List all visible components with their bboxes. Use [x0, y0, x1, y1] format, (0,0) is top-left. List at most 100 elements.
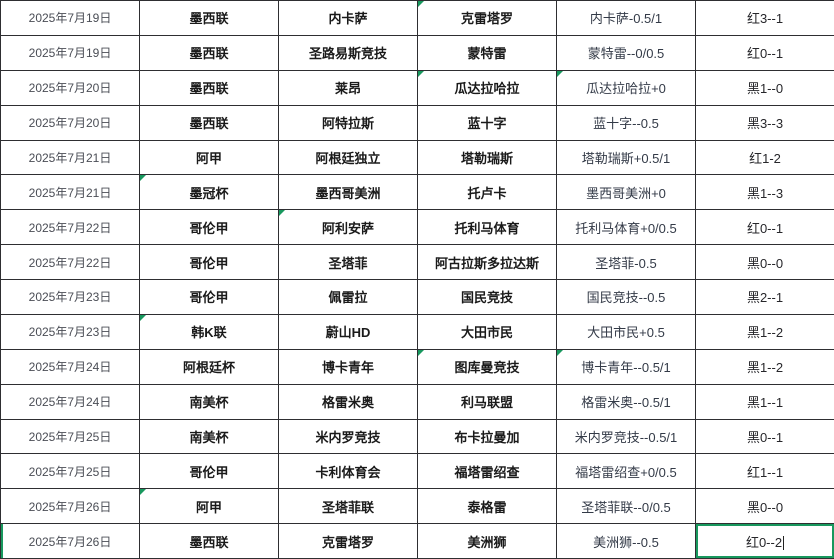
cell-league-name[interactable]: 韩K联 [139, 313, 279, 350]
cell-home-team[interactable]: 墨西哥美洲 [278, 174, 418, 211]
cell-league-name[interactable]: 阿甲 [139, 139, 279, 176]
cell-result[interactable]: 黑3--3 [695, 104, 834, 141]
cell-match-date[interactable]: 2025年7月23日 [0, 279, 140, 315]
cell-match-date[interactable]: 2025年7月21日 [0, 174, 140, 211]
cell-handicap-pick[interactable]: 瓜达拉哈拉+0 [556, 69, 696, 106]
cell-match-date[interactable]: 2025年7月24日 [0, 383, 140, 420]
cell-away-team[interactable]: 泰格雷 [417, 488, 557, 525]
cell-away-team[interactable]: 福塔雷绍查 [417, 453, 557, 490]
cell-away-team[interactable]: 阿古拉斯多拉达斯 [417, 244, 557, 280]
cell-away-team[interactable]: 托利马体育 [417, 209, 557, 246]
cell-result[interactable]: 红0--1 [695, 209, 834, 246]
cell-league-name[interactable]: 哥伦甲 [139, 209, 279, 246]
cell-away-team[interactable]: 蒙特雷 [417, 34, 557, 71]
cell-home-team[interactable]: 莱昂 [278, 69, 418, 106]
cell-result[interactable]: 黑0--0 [695, 244, 834, 280]
cell-home-team[interactable]: 克雷塔罗 [278, 523, 418, 559]
cell-league-name[interactable]: 哥伦甲 [139, 453, 279, 490]
cell-result[interactable]: 红1--1 [695, 453, 834, 490]
cell-home-team[interactable]: 博卡青年 [278, 348, 418, 385]
cell-handicap-pick[interactable]: 托利马体育+0/0.5 [556, 209, 696, 246]
cell-league-name[interactable]: 南美杯 [139, 418, 279, 455]
cell-match-date[interactable]: 2025年7月19日 [0, 34, 140, 71]
cell-result[interactable]: 黑1--2 [695, 313, 834, 350]
table-row: 2025年7月25日 哥伦甲 卡利体育会 福塔雷绍查 福塔雷绍查+0/0.5 红… [0, 453, 834, 490]
cell-away-team[interactable]: 克雷塔罗 [417, 0, 557, 36]
cell-league-name[interactable]: 哥伦甲 [139, 244, 279, 280]
cell-match-date[interactable]: 2025年7月19日 [0, 0, 140, 36]
cell-home-team[interactable]: 圣塔菲联 [278, 488, 418, 525]
cell-league-name[interactable]: 哥伦甲 [139, 279, 279, 315]
cell-result[interactable]: 红3--1 [695, 0, 834, 36]
cell-away-team[interactable]: 美洲狮 [417, 523, 557, 559]
cell-match-date[interactable]: 2025年7月26日 [0, 488, 140, 525]
cell-result[interactable]: 黑1--1 [695, 383, 834, 420]
cell-result[interactable]: 黑1--2 [695, 348, 834, 385]
cell-away-team[interactable]: 利马联盟 [417, 383, 557, 420]
cell-handicap-pick[interactable]: 米内罗竞技--0.5/1 [556, 418, 696, 455]
cell-home-team[interactable]: 蔚山HD [278, 313, 418, 350]
cell-away-team[interactable]: 塔勒瑞斯 [417, 139, 557, 176]
cell-result[interactable]: 黑0--1 [695, 418, 834, 455]
cell-match-date[interactable]: 2025年7月22日 [0, 244, 140, 280]
cell-home-team[interactable]: 圣塔菲 [278, 244, 418, 280]
cell-handicap-pick[interactable]: 大田市民+0.5 [556, 313, 696, 350]
cell-handicap-pick[interactable]: 内卡萨-0.5/1 [556, 0, 696, 36]
cell-result[interactable]: 黑0--0 [695, 488, 834, 525]
active-cell-editing[interactable]: 红0--2 [695, 523, 834, 559]
cell-match-date[interactable]: 2025年7月22日 [0, 209, 140, 246]
cell-match-date[interactable]: 2025年7月20日 [0, 69, 140, 106]
cell-league-name[interactable]: 墨西联 [139, 523, 279, 559]
cell-handicap-pick[interactable]: 国民竞技--0.5 [556, 279, 696, 315]
cell-match-date[interactable]: 2025年7月24日 [0, 348, 140, 385]
cell-match-date[interactable]: 2025年7月26日 [0, 523, 140, 559]
cell-home-team[interactable]: 阿根廷独立 [278, 139, 418, 176]
cell-league-name[interactable]: 阿甲 [139, 488, 279, 525]
cell-handicap-pick[interactable]: 福塔雷绍查+0/0.5 [556, 453, 696, 490]
cell-handicap-pick[interactable]: 格雷米奥--0.5/1 [556, 383, 696, 420]
cell-away-team[interactable]: 图库曼竞技 [417, 348, 557, 385]
cell-away-team[interactable]: 大田市民 [417, 313, 557, 350]
cell-result[interactable]: 黑2--1 [695, 279, 834, 315]
cell-match-date[interactable]: 2025年7月25日 [0, 418, 140, 455]
green-corner-marker [140, 315, 146, 321]
cell-home-team[interactable]: 格雷米奥 [278, 383, 418, 420]
cell-league-name[interactable]: 墨西联 [139, 69, 279, 106]
cell-home-team[interactable]: 圣路易斯竞技 [278, 34, 418, 71]
cell-handicap-pick[interactable]: 塔勒瑞斯+0.5/1 [556, 139, 696, 176]
cell-match-date[interactable]: 2025年7月20日 [0, 104, 140, 141]
cell-handicap-pick[interactable]: 蒙特雷--0/0.5 [556, 34, 696, 71]
cell-handicap-pick[interactable]: 墨西哥美洲+0 [556, 174, 696, 211]
cell-league-name[interactable]: 墨西联 [139, 0, 279, 36]
cell-handicap-pick[interactable]: 博卡青年--0.5/1 [556, 348, 696, 385]
cell-home-team[interactable]: 阿利安萨 [278, 209, 418, 246]
cell-league-name[interactable]: 墨西联 [139, 34, 279, 71]
cell-home-team[interactable]: 卡利体育会 [278, 453, 418, 490]
table-row: 2025年7月19日 墨西联 圣路易斯竞技 蒙特雷 蒙特雷--0/0.5 红0-… [0, 34, 834, 71]
cell-home-team[interactable]: 内卡萨 [278, 0, 418, 36]
cell-result[interactable]: 红0--1 [695, 34, 834, 71]
cell-league-name[interactable]: 南美杯 [139, 383, 279, 420]
cell-away-team[interactable]: 国民竞技 [417, 279, 557, 315]
cell-result[interactable]: 红1-2 [695, 139, 834, 176]
cell-handicap-pick[interactable]: 蓝十字--0.5 [556, 104, 696, 141]
cell-league-name[interactable]: 墨西联 [139, 104, 279, 141]
cell-match-date[interactable]: 2025年7月25日 [0, 453, 140, 490]
cell-away-team[interactable]: 托卢卡 [417, 174, 557, 211]
cell-match-date[interactable]: 2025年7月21日 [0, 139, 140, 176]
cell-away-team[interactable]: 布卡拉曼加 [417, 418, 557, 455]
cell-league-name[interactable]: 阿根廷杯 [139, 348, 279, 385]
cell-home-team[interactable]: 阿特拉斯 [278, 104, 418, 141]
cell-match-date[interactable]: 2025年7月23日 [0, 313, 140, 350]
cell-away-team[interactable]: 蓝十字 [417, 104, 557, 141]
green-corner-marker [140, 175, 146, 182]
cell-handicap-pick[interactable]: 美洲狮--0.5 [556, 523, 696, 559]
cell-home-team[interactable]: 米内罗竞技 [278, 418, 418, 455]
cell-result[interactable]: 黑1--0 [695, 69, 834, 106]
cell-result[interactable]: 黑1--3 [695, 174, 834, 211]
cell-home-team[interactable]: 佩雷拉 [278, 279, 418, 315]
cell-handicap-pick[interactable]: 圣塔菲-0.5 [556, 244, 696, 280]
cell-handicap-pick[interactable]: 圣塔菲联--0/0.5 [556, 488, 696, 525]
cell-league-name[interactable]: 墨冠杯 [139, 174, 279, 211]
cell-away-team[interactable]: 瓜达拉哈拉 [417, 69, 557, 106]
